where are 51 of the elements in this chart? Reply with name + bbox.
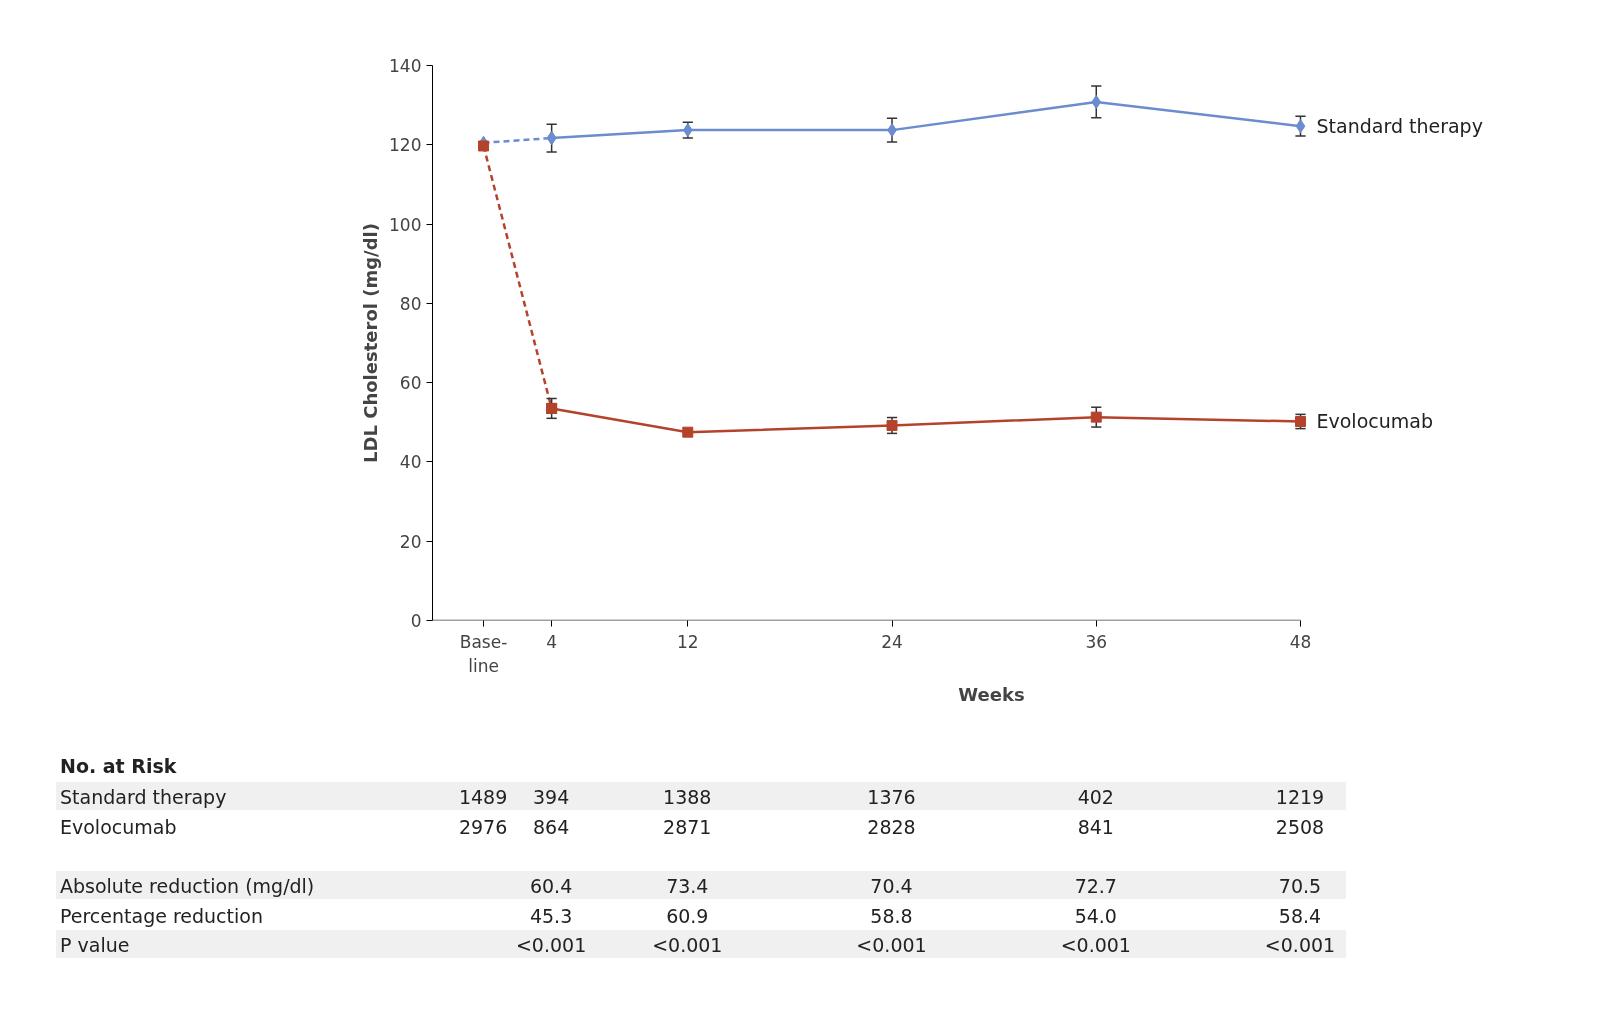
text: <0.001	[651, 933, 724, 958]
y-tick-label: 20	[399, 531, 422, 552]
text: 1219	[1274, 785, 1326, 810]
text: 2976	[457, 815, 509, 840]
series-label: Evolocumab	[1316, 410, 1433, 433]
x-axis-title: Weeks	[958, 683, 1025, 705]
text: 70.4	[869, 874, 914, 899]
text: 864	[532, 816, 570, 838]
text: <0.001	[855, 933, 928, 958]
y-axis-title: LDL Cholesterol (mg/dl)	[360, 223, 382, 463]
text: 394	[532, 786, 570, 808]
text: Absolute reduction (mg/dl)	[60, 874, 315, 899]
x-tick-label: 36	[1085, 631, 1108, 652]
y-tick-label: 80	[399, 293, 422, 314]
text: <0.001	[1263, 933, 1337, 958]
series-label: Standard therapy	[1316, 115, 1483, 138]
text: 2508	[1274, 815, 1326, 840]
y-tick-label: 0	[410, 611, 422, 631]
text: Standard therapy	[60, 785, 227, 810]
text: Percentage reduction	[60, 904, 263, 929]
y-tick-label: 60	[399, 373, 422, 394]
y-tick-label: 120	[389, 135, 422, 156]
text: 2828	[866, 815, 917, 840]
text: 54.0	[1073, 904, 1118, 929]
x-tick-label: 48	[1289, 631, 1312, 652]
text: 72.7	[1073, 874, 1118, 899]
text: 402	[1076, 785, 1115, 810]
text: 58.8	[869, 904, 914, 929]
text: 1489	[457, 785, 509, 810]
x-tick-label: Base- line	[459, 631, 508, 676]
text: 60.9	[665, 904, 710, 929]
x-tick-label: 4	[546, 631, 558, 652]
text: Evolocumab	[60, 815, 177, 840]
text: 70.5	[1277, 874, 1323, 899]
text: 841	[1076, 815, 1115, 840]
text: 45.3	[528, 904, 574, 929]
y-tick-label: 100	[389, 214, 422, 235]
text: P value	[60, 933, 130, 958]
text: <0.001	[514, 933, 588, 958]
x-tick-label: 12	[676, 631, 699, 652]
y-tick-label: 40	[399, 452, 422, 473]
text: 60.4	[528, 874, 574, 899]
text: 1388	[662, 785, 713, 810]
text: <0.001	[1059, 933, 1132, 958]
text: 2871	[662, 815, 713, 840]
x-tick-label: 24	[881, 631, 903, 652]
text: 1376	[866, 785, 917, 810]
text: No. at Risk	[60, 754, 177, 779]
y-tick-label: 140	[389, 56, 422, 76]
text: 73.4	[665, 874, 710, 899]
text: 58.4	[1277, 904, 1323, 929]
